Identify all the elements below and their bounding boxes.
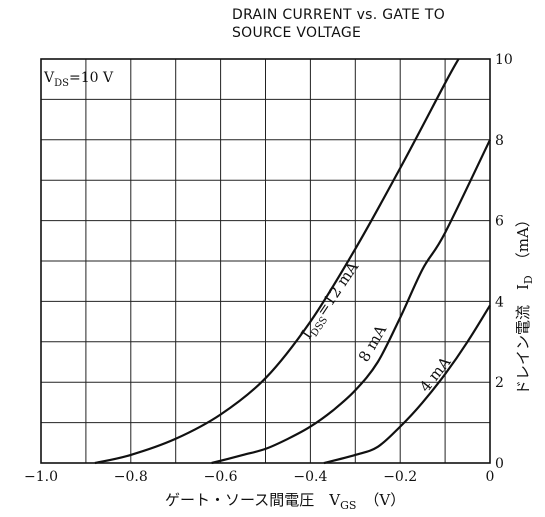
condition-sub: DS xyxy=(54,78,69,89)
series-line-1 xyxy=(211,139,491,465)
condition-main: V xyxy=(43,70,55,86)
x-axis-label-main: ゲート・ソース間電圧 V xyxy=(165,491,341,509)
y-axis-label-sub: D xyxy=(522,275,535,284)
series-label-idss-rest: =12 mA xyxy=(313,258,362,319)
series-line-2 xyxy=(323,304,491,465)
series-layer xyxy=(94,58,491,465)
x-tick-label: −0.6 xyxy=(204,469,238,485)
y-tick-label: 6 xyxy=(495,214,504,230)
condition-label: VDS=10 V xyxy=(43,70,114,89)
y-tick-label: 8 xyxy=(495,133,504,149)
series-label-4ma-text: 4 mA xyxy=(416,353,455,395)
y-axis-label: ドレイン電流 ID （mA） xyxy=(514,212,535,395)
x-tick-label: −1.0 xyxy=(24,469,58,485)
y-tick-label: 2 xyxy=(495,375,504,391)
y-tick-label: 10 xyxy=(495,52,513,68)
x-axis-label: ゲート・ソース間電圧 VGS （V） xyxy=(165,491,405,512)
series-label-4ma: 4 mA xyxy=(416,353,455,395)
condition-rest: =10 V xyxy=(69,70,114,86)
y-tick-label: 4 xyxy=(495,294,504,310)
series-line-0 xyxy=(94,58,460,465)
x-tick-label: −0.8 xyxy=(114,469,148,485)
y-axis-label-main: ドレイン電流 I xyxy=(514,284,532,395)
chart-title-line-2: SOURCE VOLTAGE xyxy=(232,25,361,41)
grid xyxy=(41,59,490,463)
x-tick-label: −0.2 xyxy=(383,469,417,485)
x-axis-label-sub: GS xyxy=(340,499,356,512)
y-ticks: 0 2 4 6 8 10 xyxy=(495,52,513,472)
x-tick-label: −0.4 xyxy=(293,469,327,485)
series-label-8ma: 8 mA xyxy=(355,322,390,365)
series-label-8ma-text: 8 mA xyxy=(355,322,390,365)
plot-frame xyxy=(40,58,491,464)
y-axis-label-unit: （mA） xyxy=(514,212,532,267)
x-ticks: −1.0 −0.8 −0.6 −0.4 −0.2 0 xyxy=(24,469,494,485)
x-tick-label: 0 xyxy=(486,469,495,485)
chart-title-line-1: DRAIN CURRENT vs. GATE TO xyxy=(232,7,445,23)
y-tick-label: 0 xyxy=(495,456,504,472)
x-axis-label-unit: （V） xyxy=(364,491,405,509)
